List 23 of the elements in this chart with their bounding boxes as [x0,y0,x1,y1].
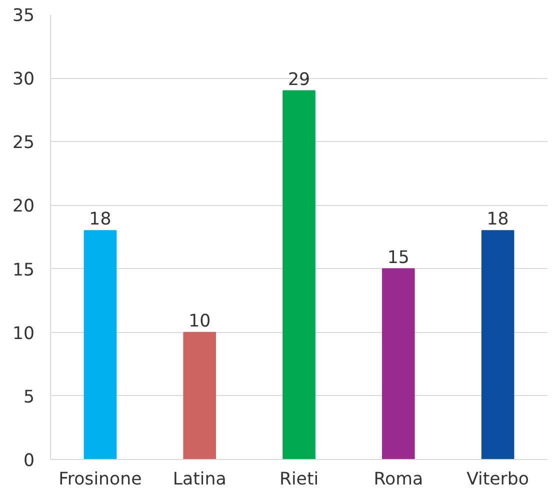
bar [481,230,514,460]
bar [282,90,316,460]
x-tick-label: Roma [374,470,424,490]
y-tick-label: 20 [12,196,35,217]
x-tick-label: Frosinone [58,470,142,490]
data-label: 29 [288,70,310,90]
data-label: 18 [89,210,112,230]
y-tick-label: 30 [12,70,35,90]
x-tick-label: Viterbo [466,470,530,490]
bar [183,332,216,460]
y-tick-label: 25 [12,133,35,154]
y-tick-label: 5 [23,387,35,408]
x-tick-label: Rieti [279,470,319,490]
y-tick-label: 10 [12,324,35,344]
y-tick-label: 15 [12,260,35,280]
data-label: 15 [387,248,410,268]
x-tick-label: Latina [172,470,226,490]
y-tick-label: 35 [12,6,35,26]
data-label: 18 [486,210,509,230]
bar [382,268,415,460]
y-tick-label: 0 [23,451,35,471]
bar [84,230,117,460]
data-label: 10 [188,311,211,332]
